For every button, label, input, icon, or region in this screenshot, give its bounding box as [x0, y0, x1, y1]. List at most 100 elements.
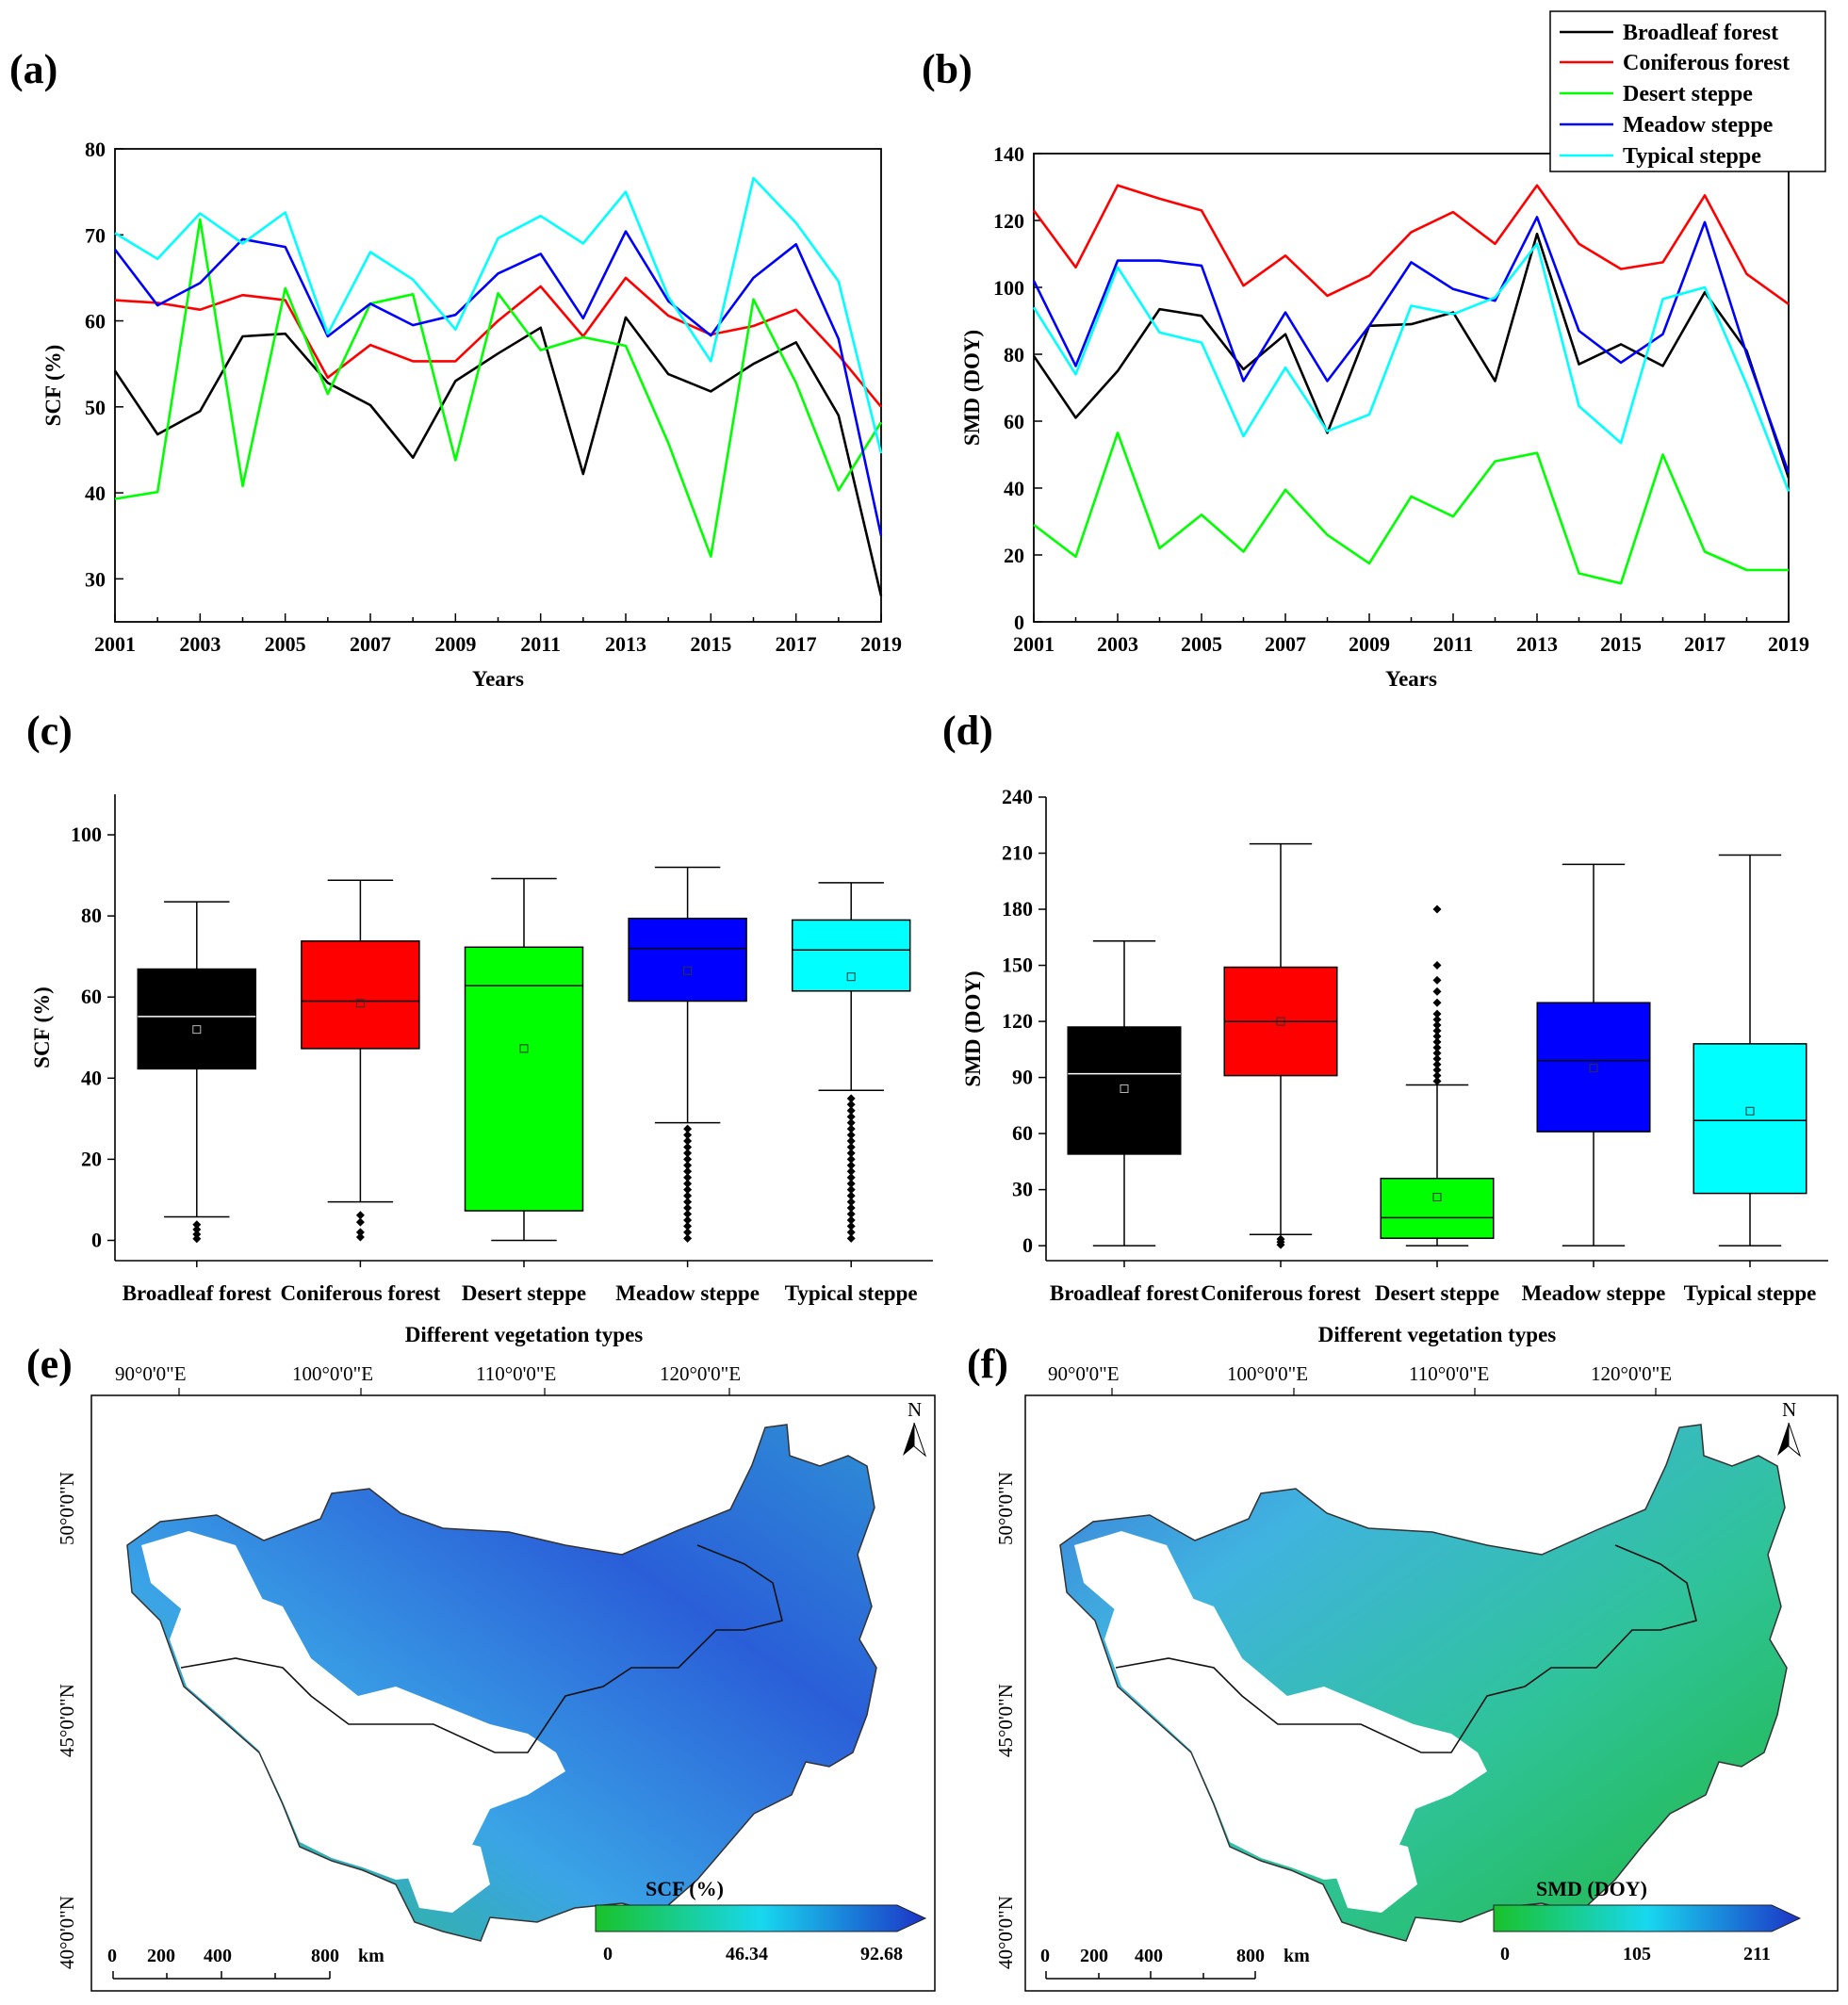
outlier-point	[683, 1203, 693, 1213]
colorbar: SCF (%) 0 46.34 92.68	[595, 1877, 927, 1964]
legend-label-desert: Desert steppe	[1623, 82, 1753, 106]
series-line-coniferous-forest	[1032, 184, 1790, 305]
mean-marker	[1589, 1064, 1598, 1073]
y-tick-label: 70	[85, 223, 106, 247]
x-tick-label: 2009	[1349, 632, 1390, 656]
outlier-point	[683, 1161, 693, 1170]
outlier-point	[1432, 1043, 1442, 1052]
y-tick-label: 240	[1002, 785, 1033, 808]
box-3	[464, 946, 584, 1212]
svg-text:200: 200	[1080, 1946, 1108, 1966]
outlier-point	[683, 1173, 693, 1182]
outlier-point	[683, 1198, 693, 1207]
outlier-point	[683, 1136, 693, 1146]
y-tick-label: 40	[85, 481, 106, 505]
outlier-point	[192, 1230, 202, 1239]
mean-marker	[683, 966, 693, 975]
y-tick-label: 80	[1004, 343, 1024, 367]
outlier-point	[846, 1100, 856, 1109]
panel-label-b: (b)	[922, 46, 973, 92]
outlier-point	[683, 1149, 693, 1158]
svg-text:105: 105	[1623, 1944, 1651, 1964]
outlier-point	[846, 1203, 856, 1213]
lat-label: 45°0'0"N	[994, 1684, 1017, 1757]
outlier-point	[683, 1142, 693, 1151]
svg-text:400: 400	[1135, 1946, 1163, 1966]
outlier-point	[846, 1166, 856, 1176]
mean-marker	[1432, 1193, 1442, 1202]
chart-c-scf-box: 0 20 40 60 80 100 Broadleaf forest Coniferous f…	[30, 794, 933, 1346]
outlier-point	[1432, 986, 1442, 996]
outlier-point	[846, 1179, 856, 1188]
box-1	[1067, 1026, 1182, 1155]
y-tick-label: 20	[1004, 544, 1024, 567]
svg-text:N: N	[1782, 1398, 1796, 1421]
outlier-point	[683, 1215, 693, 1225]
svg-text:800: 800	[1236, 1946, 1265, 1966]
x-tick-label: 2007	[350, 632, 391, 656]
x-tick-label: Coniferous forest	[1201, 1281, 1361, 1305]
outlier-point	[192, 1225, 202, 1234]
x-axis-title: Different vegetation types	[405, 1323, 644, 1346]
box-5	[791, 919, 911, 992]
chart-d-smd-box: 0 30 60 90 120 150 180 210 240 Broadleaf forest Co…	[961, 785, 1828, 1346]
y-tick-label: 180	[1002, 897, 1033, 921]
x-tick-label: 2017	[1684, 632, 1725, 656]
box-3	[1380, 1177, 1495, 1239]
x-tick-label: 2019	[1768, 632, 1809, 656]
svg-text:211: 211	[1743, 1944, 1771, 1964]
outlier-point	[355, 1217, 365, 1227]
y-axis-title: SMD (DOY)	[961, 970, 985, 1086]
series-line-meadow-steppe	[113, 230, 883, 536]
x-tick-label: 2003	[1097, 632, 1138, 656]
x-tick-label: Broadleaf forest	[123, 1281, 272, 1305]
chart-a-scf-line: 30 40 50 60 70 80 2001 2003 2005 2007 2009 2011 2013…	[41, 138, 902, 691]
outlier-point	[1432, 1020, 1442, 1030]
outlier-point	[1432, 961, 1442, 970]
outlier-point	[846, 1131, 856, 1140]
outlier-point	[1432, 1026, 1442, 1035]
x-tick-label: 2015	[690, 632, 731, 656]
outlier-point	[846, 1161, 856, 1170]
lon-label: 100°0'0"E	[292, 1362, 373, 1385]
outlier-point	[683, 1124, 693, 1133]
y-tick-label: 80	[85, 138, 106, 161]
lat-label: 45°0'0"N	[56, 1684, 78, 1757]
outlier-point	[846, 1142, 856, 1151]
lon-label: 120°0'0"E	[660, 1362, 741, 1385]
outlier-point	[846, 1233, 856, 1243]
outlier-point	[1276, 1234, 1285, 1244]
y-tick-label: 20	[81, 1147, 102, 1170]
box-2	[301, 940, 420, 1050]
y-tick-label: 140	[993, 142, 1024, 166]
outlier-point	[846, 1221, 856, 1231]
outlier-point	[192, 1234, 202, 1244]
x-tick-label: Meadow steppe	[1522, 1281, 1666, 1305]
y-axis-title: SCF (%)	[41, 345, 65, 427]
svg-text:400: 400	[204, 1946, 232, 1966]
svg-text:0: 0	[107, 1946, 117, 1966]
outlier-point	[1432, 1060, 1442, 1069]
x-tick-label: 2003	[179, 632, 221, 656]
outlier-point	[1432, 905, 1442, 914]
x-tick-label: Typical steppe	[1684, 1281, 1817, 1305]
svg-text:SMD (DOY): SMD (DOY)	[1536, 1877, 1647, 1900]
outlier-point	[1432, 1009, 1442, 1019]
outlier-point	[355, 1232, 365, 1242]
y-tick-label: 100	[71, 823, 102, 846]
x-tick-label: 2013	[1516, 632, 1558, 656]
outlier-point	[1432, 1015, 1442, 1024]
outlier-point	[355, 1228, 365, 1237]
series-line-broadleaf-forest	[113, 316, 883, 596]
x-tick-label: Desert steppe	[1375, 1281, 1499, 1305]
outlier-point	[683, 1228, 693, 1237]
lon-label: 120°0'0"E	[1591, 1362, 1672, 1385]
panel-label-c: (c)	[26, 708, 73, 754]
panel-label-a: (a)	[9, 46, 57, 92]
series-line-typical-steppe	[1032, 242, 1791, 492]
x-tick-label: Desert steppe	[462, 1281, 586, 1305]
outlier-point	[683, 1179, 693, 1188]
x-tick-label: 2001	[1013, 632, 1055, 656]
north-arrow-icon: N	[903, 1398, 927, 1458]
